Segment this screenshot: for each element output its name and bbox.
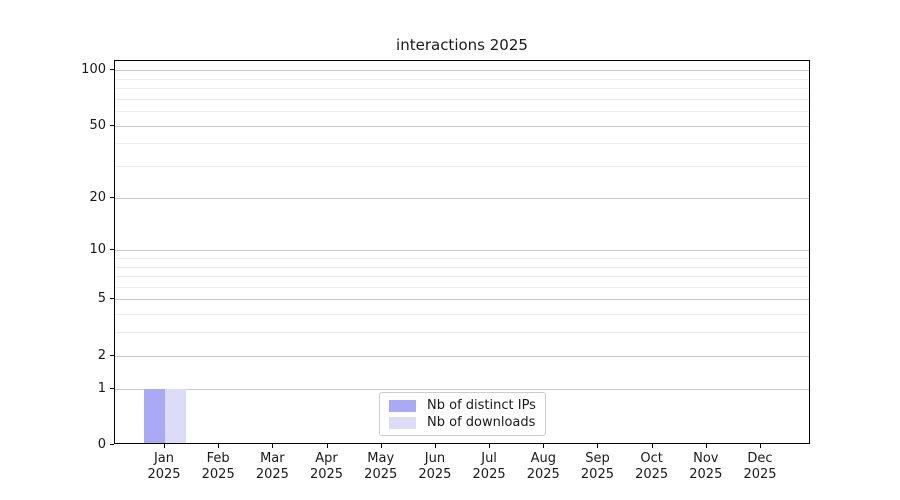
- legend-swatch: [389, 399, 416, 412]
- x-tick-mark: [434, 444, 436, 448]
- x-tick-label: May 2025: [349, 451, 413, 483]
- x-tick-year: 2025: [201, 467, 235, 482]
- x-tick-label: Mar 2025: [240, 451, 304, 483]
- y-tick-label: 100: [81, 62, 106, 78]
- y-tick-label: 1: [97, 380, 106, 396]
- chart-title: interactions 2025: [396, 36, 528, 54]
- minor-gridline: [115, 286, 809, 288]
- y-tick-label: 50: [89, 117, 106, 133]
- x-tick-label: Aug 2025: [511, 451, 575, 483]
- bar-downloads: [165, 388, 186, 443]
- legend-label: Nb of downloads: [427, 415, 536, 430]
- x-tick-month: Jul: [481, 451, 497, 466]
- x-tick-mark: [272, 444, 274, 448]
- x-tick-month: Apr: [315, 451, 338, 466]
- y-tick-mark: [110, 387, 114, 389]
- major-gridline: [115, 250, 809, 252]
- x-tick-month: Sep: [585, 451, 610, 466]
- x-tick-year: 2025: [364, 467, 398, 482]
- x-tick-month: Jun: [424, 451, 446, 466]
- x-tick-label: Nov 2025: [674, 451, 738, 483]
- y-tick-label: 5: [97, 291, 106, 307]
- x-tick-mark: [597, 444, 599, 448]
- y-tick-label: 2: [97, 347, 106, 363]
- x-tick-mark: [164, 444, 165, 448]
- y-tick-mark: [110, 298, 114, 300]
- x-tick-year: 2025: [526, 467, 560, 482]
- x-tick-year: 2025: [309, 467, 344, 482]
- minor-gridline: [115, 257, 809, 259]
- x-tick-mark: [760, 444, 761, 448]
- x-tick-month: May: [367, 451, 395, 466]
- x-tick-month: Mar: [260, 451, 285, 466]
- minor-gridline: [115, 78, 809, 80]
- x-tick-label: Oct 2025: [620, 451, 684, 483]
- x-tick-mark: [651, 444, 653, 448]
- major-gridline: [115, 125, 809, 127]
- minor-gridline: [115, 332, 809, 334]
- x-tick-month: Nov: [693, 451, 719, 466]
- x-tick-mark: [326, 444, 328, 448]
- minor-gridline: [115, 88, 809, 90]
- x-tick-month: Oct: [640, 451, 663, 466]
- x-tick-month: Feb: [206, 451, 230, 466]
- x-tick-month: Jan: [153, 451, 175, 466]
- major-gridline: [115, 299, 809, 301]
- x-tick-month: Dec: [747, 451, 773, 466]
- x-tick-label: Apr 2025: [295, 451, 359, 483]
- x-tick-label: Jan 2025: [132, 451, 196, 483]
- x-tick-month: Aug: [530, 451, 556, 466]
- plot-area: [114, 60, 810, 444]
- minor-gridline: [115, 111, 809, 113]
- x-tick-year: 2025: [255, 467, 289, 482]
- x-tick-label: Sep 2025: [565, 451, 629, 483]
- legend-row: Nb of downloads: [389, 414, 536, 431]
- x-tick-year: 2025: [580, 467, 614, 482]
- x-tick-mark: [380, 444, 382, 448]
- major-gridline: [115, 197, 809, 199]
- legend: Nb of distinct IPs Nb of downloads: [379, 392, 546, 436]
- y-tick-mark: [110, 69, 114, 71]
- x-tick-year: 2025: [689, 467, 723, 482]
- x-tick-year: 2025: [472, 467, 506, 482]
- minor-gridline: [115, 314, 809, 316]
- minor-gridline: [115, 143, 809, 145]
- x-tick-label: Feb 2025: [186, 451, 250, 483]
- y-tick-mark: [110, 444, 114, 445]
- x-tick-mark: [489, 444, 491, 448]
- major-gridline: [115, 355, 809, 357]
- y-tick-label: 0: [97, 437, 106, 452]
- y-tick-mark: [110, 354, 114, 356]
- legend-row: Nb of distinct IPs: [389, 397, 536, 414]
- x-tick-year: 2025: [743, 467, 777, 482]
- minor-gridline: [115, 276, 809, 278]
- x-tick-mark: [543, 444, 545, 448]
- y-tick-mark: [110, 124, 114, 126]
- x-tick-label: Dec 2025: [728, 451, 792, 483]
- minor-gridline: [115, 166, 809, 168]
- legend-label: Nb of distinct IPs: [427, 398, 536, 413]
- x-tick-mark: [705, 444, 707, 448]
- x-tick-label: Jul 2025: [457, 451, 521, 483]
- legend-swatch: [389, 416, 416, 429]
- x-tick-year: 2025: [418, 467, 452, 482]
- x-tick-year: 2025: [635, 467, 669, 482]
- y-tick-mark: [110, 249, 114, 251]
- minor-gridline: [115, 98, 809, 100]
- bar-distinct-ips: [144, 388, 165, 443]
- x-tick-mark: [218, 444, 220, 448]
- x-tick-label: Jun 2025: [403, 451, 467, 483]
- y-tick-mark: [110, 196, 114, 198]
- major-gridline: [115, 388, 809, 390]
- minor-gridline: [115, 266, 809, 268]
- y-tick-label: 20: [89, 189, 106, 205]
- major-gridline: [115, 70, 809, 72]
- y-tick-label: 10: [89, 242, 106, 258]
- x-tick-year: 2025: [147, 467, 181, 482]
